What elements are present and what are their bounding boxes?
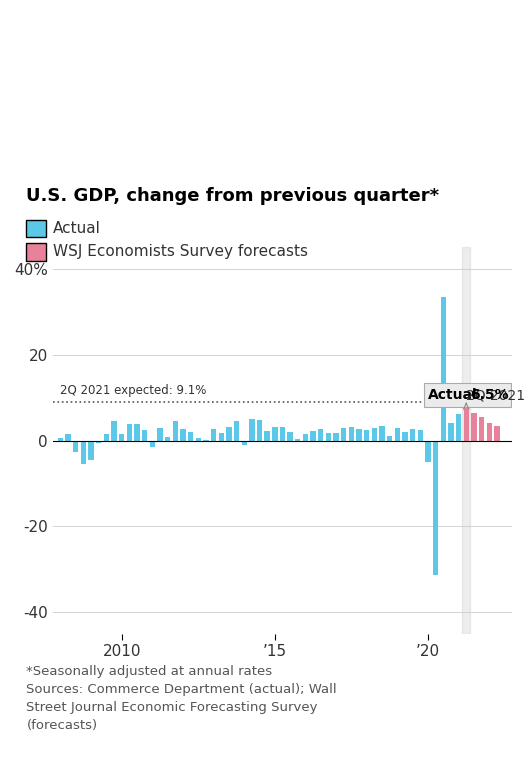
Bar (356, 428, 362, 441)
Text: *Seasonally adjusted at annual rates
Sources: Commerce Department (actual); Wall: *Seasonally adjusted at annual rates Sou… (26, 665, 337, 732)
Bar (134, 424, 140, 441)
Bar (394, 428, 400, 441)
Bar (364, 430, 370, 441)
Bar (448, 424, 454, 441)
Bar (464, 413, 469, 441)
Bar (188, 432, 193, 441)
Bar (402, 432, 408, 441)
Bar (463, 247, 470, 634)
Bar (486, 424, 492, 441)
Bar (65, 434, 71, 441)
Bar (142, 430, 147, 441)
Text: 6.5%: 6.5% (470, 388, 508, 402)
Bar (195, 438, 201, 441)
Bar (219, 433, 224, 441)
Bar (295, 439, 300, 441)
Bar (103, 434, 109, 441)
Bar (348, 427, 354, 441)
Bar (418, 431, 423, 441)
Bar (272, 427, 278, 441)
Bar (310, 431, 316, 441)
Bar (111, 421, 117, 441)
Bar (280, 427, 285, 441)
Bar (471, 413, 477, 441)
Bar (479, 417, 484, 441)
Bar (73, 441, 79, 452)
Bar (341, 427, 346, 441)
Bar (180, 429, 186, 441)
Bar (372, 428, 377, 441)
Bar (96, 441, 101, 443)
Bar (456, 414, 461, 441)
Bar (440, 297, 446, 441)
Text: WSJ Economists Survey forecasts: WSJ Economists Survey forecasts (53, 243, 308, 259)
Bar (241, 441, 247, 445)
Bar (494, 426, 499, 441)
Bar (58, 438, 63, 441)
Bar (81, 441, 86, 464)
Bar (249, 419, 254, 441)
Text: 2Q 2021: 2Q 2021 (466, 388, 525, 402)
Bar (157, 428, 163, 441)
Bar (379, 426, 385, 441)
Bar (303, 434, 308, 441)
Bar (257, 420, 262, 441)
Bar (410, 430, 416, 441)
Text: 2Q 2021 expected: 9.1%: 2Q 2021 expected: 9.1% (60, 384, 207, 397)
Bar (265, 431, 270, 441)
Bar (88, 441, 94, 459)
Bar (464, 401, 469, 441)
Bar (173, 421, 178, 441)
Text: Actual: Actual (428, 388, 477, 402)
Bar (119, 434, 125, 441)
Bar (226, 427, 232, 441)
Bar (425, 441, 431, 462)
Bar (211, 429, 216, 441)
Bar (326, 433, 331, 441)
Bar (165, 438, 171, 441)
Text: Actual: Actual (53, 220, 101, 236)
Bar (387, 436, 392, 441)
Bar (234, 421, 239, 441)
Bar (433, 441, 438, 575)
Bar (127, 424, 132, 441)
Bar (318, 428, 324, 441)
Bar (149, 441, 155, 447)
Text: U.S. GDP, change from previous quarter*: U.S. GDP, change from previous quarter* (26, 187, 439, 205)
Bar (333, 433, 339, 441)
Bar (287, 432, 293, 441)
FancyBboxPatch shape (424, 383, 511, 407)
